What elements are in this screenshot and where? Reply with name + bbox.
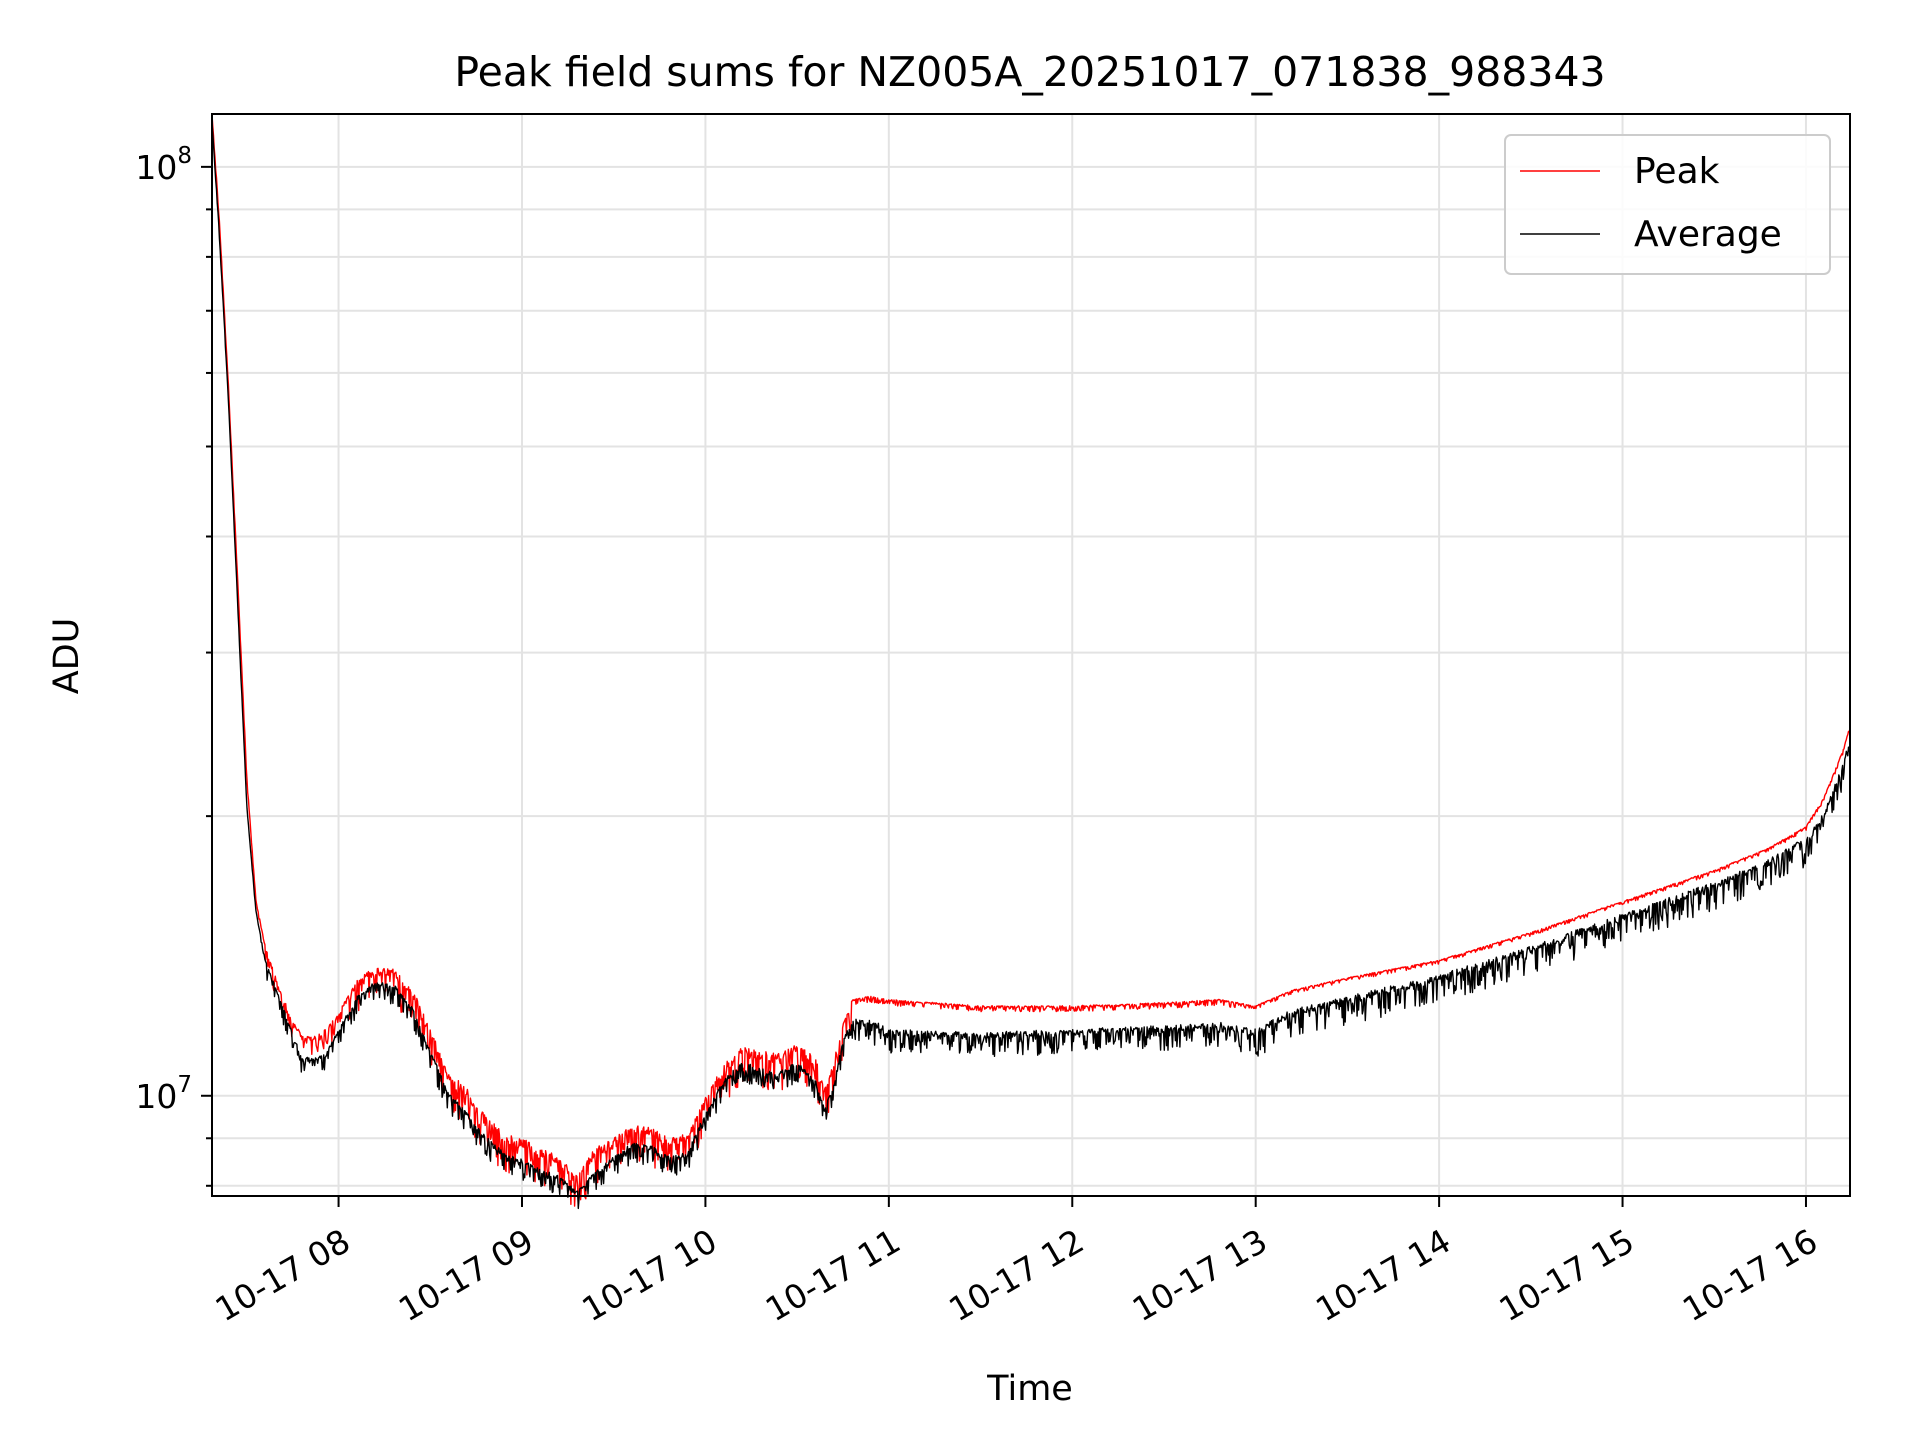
legend-box [1504,134,1831,275]
legend: Peak Average [1504,134,1831,275]
y-tick-label: 107 [135,1072,192,1116]
chart-title: Peak field sums for NZ005A_20251017_0718… [454,48,1605,96]
y-axis-label: ADU [47,618,87,695]
x-axis-label: Time [986,1369,1073,1409]
y-tick-label-exponent: 8 [177,143,192,169]
series-layer [211,114,1851,1210]
plot-frame [211,113,1851,1197]
y-tick-label: 108 [135,143,192,187]
series-line-peak [211,114,1851,1207]
y-tick-label-base: 10 [135,148,177,187]
y-tick-label-base: 10 [135,1077,177,1116]
series-line-average [211,121,1851,1210]
legend-label-average: Average [1634,214,1782,255]
legend-label-peak: Peak [1634,151,1720,192]
y-tick-label-exponent: 7 [177,1072,192,1098]
